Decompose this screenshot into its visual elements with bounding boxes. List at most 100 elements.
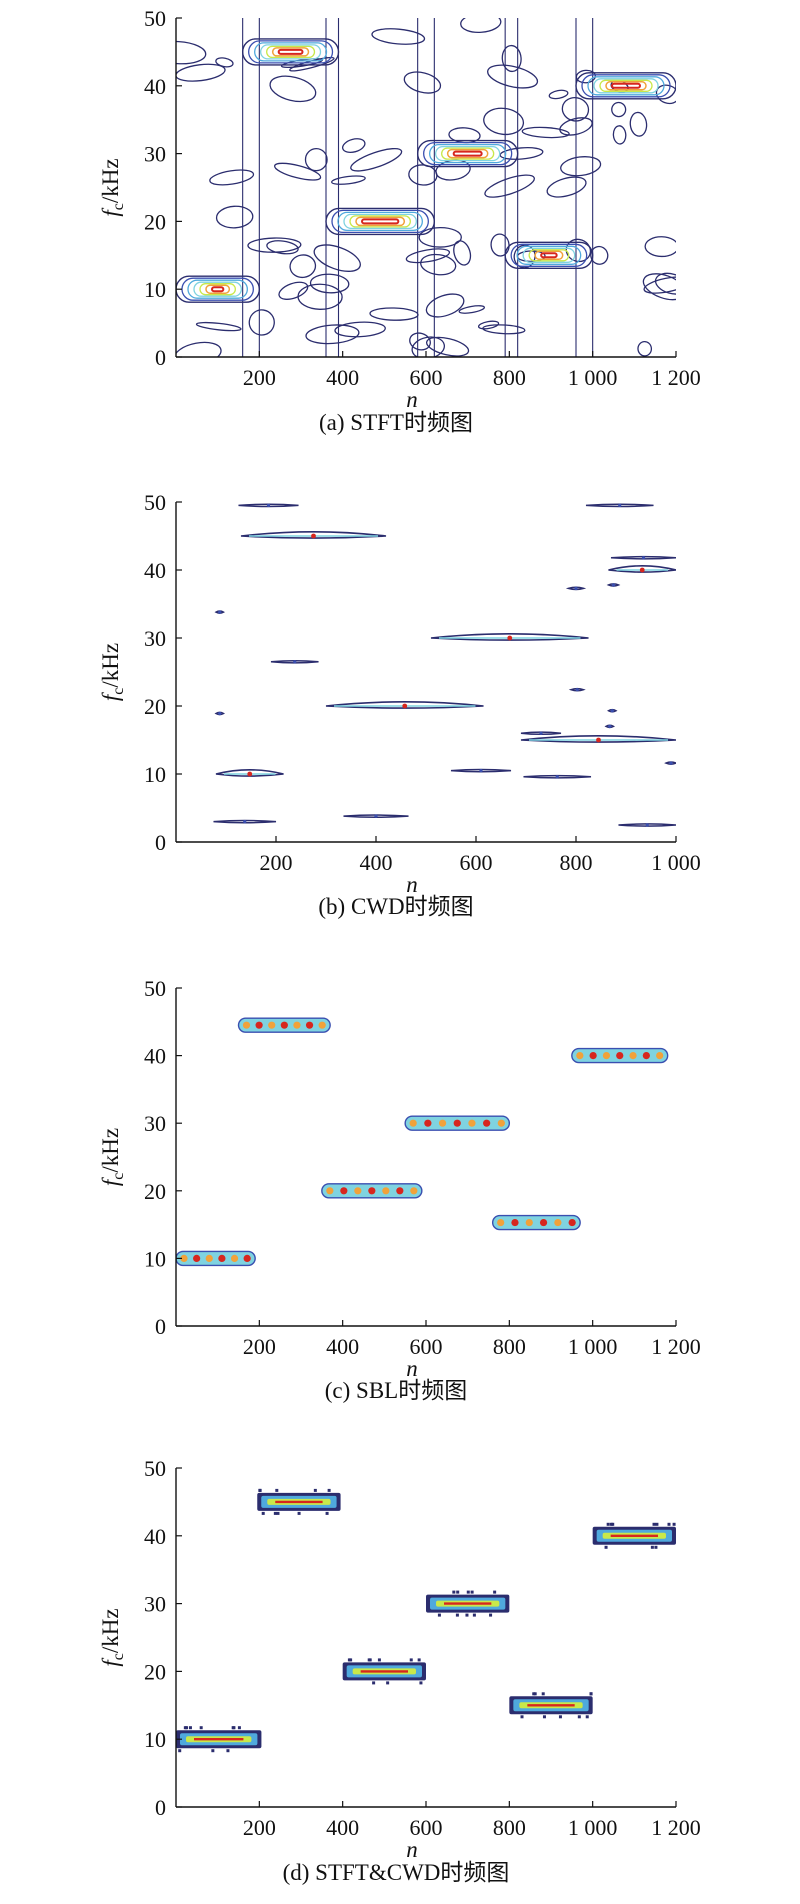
- noise-contour: [453, 240, 472, 266]
- y-axis-symbol: f: [98, 1176, 123, 1186]
- speckle: [452, 1590, 456, 1594]
- component-3: [321, 1183, 423, 1199]
- contour-level: [528, 249, 570, 262]
- x-axis-label: n: [406, 387, 418, 412]
- x-tick-label: 1 200: [651, 365, 701, 390]
- contour-level: [248, 40, 334, 64]
- noise-contour: [590, 245, 609, 265]
- speckle: [489, 1613, 493, 1617]
- cross-term-peak: [243, 820, 247, 824]
- atom-peak: [483, 1119, 491, 1127]
- noise-contour: [215, 205, 254, 229]
- noise-contour: [487, 64, 539, 89]
- component-3: [342, 1658, 426, 1685]
- atom-peak: [410, 1187, 418, 1195]
- contour-level: [510, 243, 588, 267]
- component-4: [430, 633, 589, 641]
- speckle: [470, 1590, 474, 1594]
- atom-peak: [326, 1187, 334, 1195]
- atom-peak: [438, 1119, 447, 1127]
- atom-peak: [539, 1218, 548, 1227]
- x-tick-label: 200: [243, 1815, 276, 1840]
- noise-contour: [289, 254, 317, 279]
- contour-level: [325, 207, 436, 236]
- component-6: [608, 565, 676, 573]
- cross-term: [565, 586, 587, 591]
- x-tick-label: 600: [410, 1815, 443, 1840]
- atom-peak: [205, 1254, 213, 1262]
- noise-contour: [418, 226, 462, 248]
- noise-contour: [297, 283, 343, 310]
- noise-contour: [559, 117, 593, 136]
- noise-contour: [278, 281, 309, 300]
- contour-level: [254, 42, 328, 62]
- noise-contour: [483, 107, 525, 136]
- y-tick-label: 0: [155, 830, 166, 855]
- atom-peak: [589, 1052, 597, 1060]
- y-axis-subscript: c: [110, 688, 127, 695]
- noise-contour: [425, 293, 465, 318]
- noise-contour: [561, 97, 590, 122]
- component-1: [176, 275, 261, 303]
- speckle: [276, 1511, 280, 1515]
- cross-term: [610, 555, 676, 560]
- speckle: [585, 1715, 589, 1719]
- speckle: [386, 1681, 390, 1685]
- noise-contour: [629, 111, 648, 137]
- x-tick-label: 800: [560, 850, 593, 875]
- y-tick-label: 10: [144, 762, 166, 787]
- panel-caption: (d) STFT&CWD时频图: [283, 1860, 510, 1885]
- cross-term: [214, 610, 225, 615]
- contour-level: [193, 281, 242, 297]
- y-tick-label: 30: [144, 1592, 166, 1617]
- atom-peak: [497, 1218, 505, 1227]
- atom-peak: [318, 1021, 326, 1029]
- y-tick-label: 10: [144, 277, 166, 302]
- contour-level: [587, 76, 665, 96]
- cross-term-peak: [641, 556, 646, 560]
- noise-contour: [546, 176, 587, 198]
- y-tick-label: 50: [144, 976, 166, 1001]
- noise-contour: [477, 320, 500, 330]
- component-3: [325, 207, 436, 236]
- speckle: [604, 1545, 608, 1549]
- cross-term: [585, 503, 654, 508]
- noise-contour: [435, 159, 471, 181]
- y-axis-label: fc/kHz: [98, 643, 127, 701]
- x-tick-label: 1 000: [568, 1815, 618, 1840]
- atom-peak: [242, 1021, 251, 1029]
- contour-level: [277, 48, 304, 55]
- atom-peak: [576, 1052, 584, 1060]
- atom-peak: [453, 1119, 461, 1127]
- y-tick-label: 40: [144, 1524, 166, 1549]
- speckle: [258, 1488, 262, 1492]
- component-4: [416, 139, 519, 168]
- cross-term: [520, 731, 562, 736]
- x-tick-label: 600: [410, 1334, 443, 1359]
- contour-level: [534, 250, 564, 261]
- component-2: [237, 1017, 331, 1033]
- contour-level: [446, 148, 489, 159]
- y-axis-subscript: c: [110, 1173, 127, 1180]
- component-1: [215, 769, 284, 777]
- y-axis-unit: /kHz: [98, 158, 123, 203]
- cross-term: [604, 724, 615, 729]
- contour-level: [355, 216, 406, 227]
- speckle: [327, 1488, 331, 1492]
- noise-contour: [484, 174, 535, 198]
- atom-peak: [629, 1052, 637, 1060]
- cross-term: [618, 823, 676, 827]
- component-5: [491, 1214, 581, 1231]
- atom-peak: [656, 1052, 664, 1060]
- noise-contour: [273, 162, 322, 181]
- component-5: [520, 735, 676, 743]
- contour-level: [260, 44, 322, 60]
- x-tick-label: 1 200: [651, 1334, 701, 1359]
- speckle: [297, 1511, 301, 1515]
- cross-term: [214, 711, 225, 716]
- speckle: [609, 1522, 613, 1526]
- cross-term-peak: [645, 823, 649, 827]
- speckle: [417, 1658, 421, 1662]
- contour-level: [423, 141, 513, 166]
- atom-peak: [305, 1021, 314, 1029]
